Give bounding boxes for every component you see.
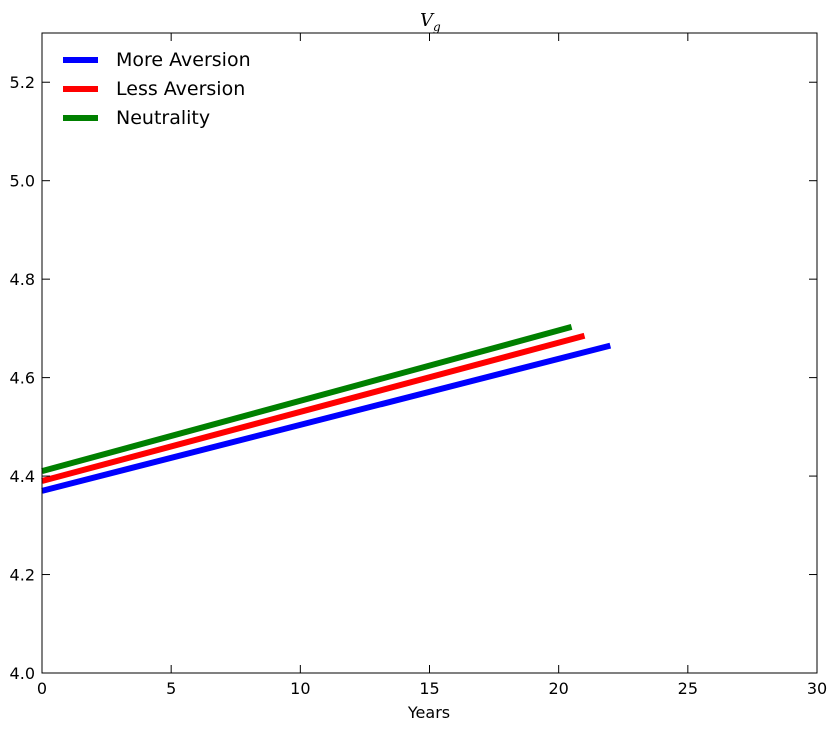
legend: More Aversion Less Aversion Neutrality <box>63 49 251 129</box>
y-tick-label: 5.0 <box>10 172 35 191</box>
series-line-3 <box>41 324 573 475</box>
legend-label: More Aversion <box>116 49 251 71</box>
series-line-2 <box>41 332 586 484</box>
series-layer <box>41 324 612 494</box>
x-tick-label: 25 <box>678 679 698 698</box>
x-tick-label: 15 <box>419 679 439 698</box>
x-tick-label: 30 <box>807 679 827 698</box>
x-tick-label: 5 <box>166 679 176 698</box>
x-tick-label: 20 <box>548 679 568 698</box>
chart-title: Vg <box>420 10 441 34</box>
y-tick-label: 4.4 <box>10 467 35 486</box>
x-tick-label: 0 <box>37 679 47 698</box>
y-tick-label: 4.6 <box>10 369 35 388</box>
series-line-1 <box>41 342 612 494</box>
y-axis: 4.0 4.2 4.4 4.6 4.8 5.0 5.2 <box>10 73 817 683</box>
x-axis-label: Years <box>407 703 450 722</box>
y-tick-label: 5.2 <box>10 73 35 92</box>
y-tick-label: 4.8 <box>10 270 35 289</box>
x-tick-label: 10 <box>290 679 310 698</box>
x-axis: 0 5 10 15 20 25 30 <box>37 33 827 698</box>
legend-label: Less Aversion <box>116 78 245 100</box>
plot-frame <box>41 32 818 674</box>
legend-label: Neutrality <box>116 107 210 129</box>
y-tick-label: 4.0 <box>10 664 35 683</box>
y-tick-label: 4.2 <box>10 566 35 585</box>
